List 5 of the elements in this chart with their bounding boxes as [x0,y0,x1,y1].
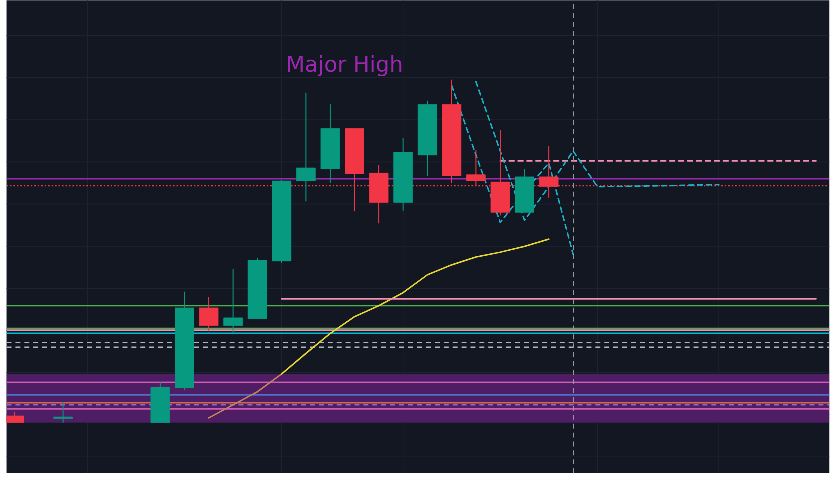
candlestick [54,401,73,424]
candlestick [199,296,219,332]
candlestick [224,268,243,334]
text: Major High [288,55,402,76]
candlestick [296,92,316,202]
